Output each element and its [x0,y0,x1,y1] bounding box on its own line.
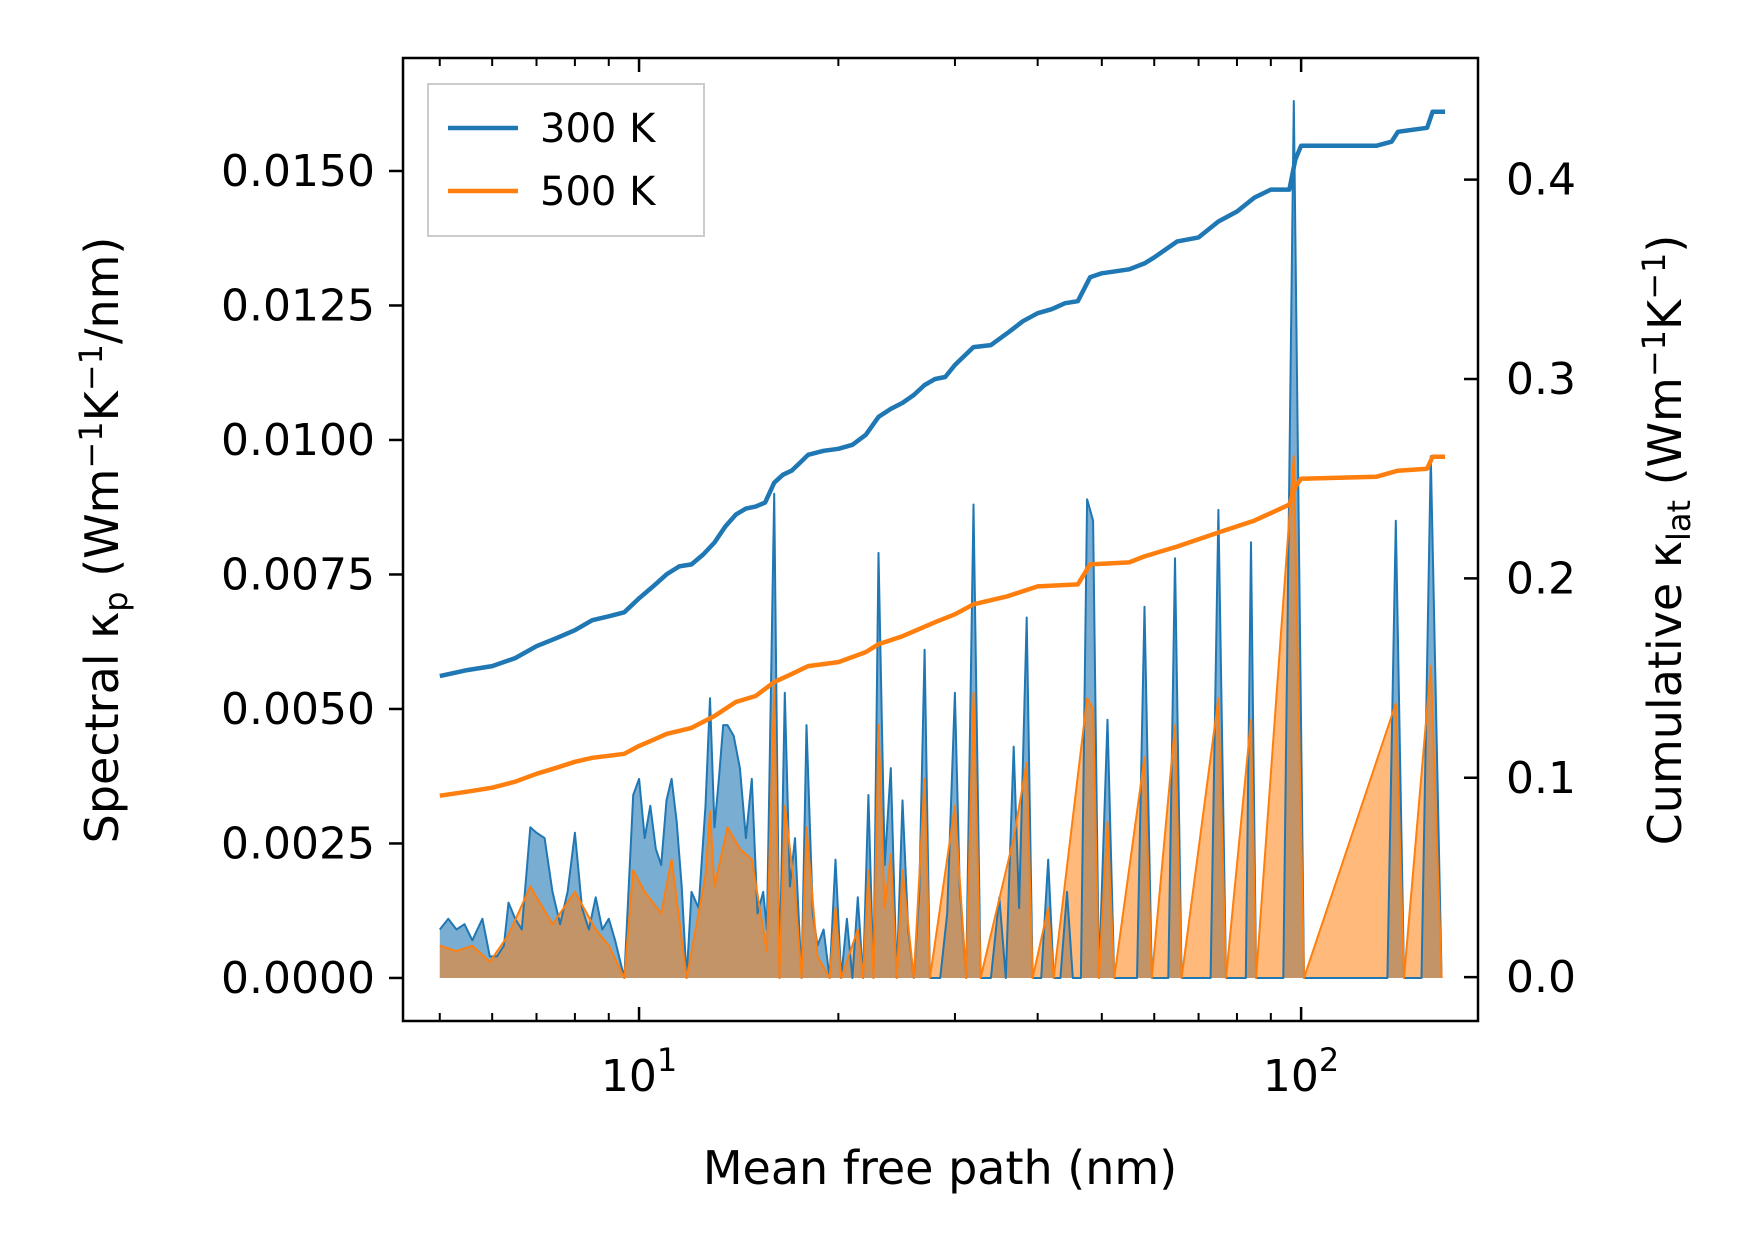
plot-frame [401,56,1480,1023]
x-tick-label: 101 [601,1041,677,1102]
y-left-axis-title: Spectral κp (Wm−1K−1/nm) [72,237,135,844]
x-tick-label: 102 [1263,1041,1339,1102]
y-left-tick-label: 0.0000 [221,953,375,1004]
y-left-tick-label: 0.0025 [221,818,375,869]
ticks-layer: 101 102 0.0000 0.0025 0.0050 0.0075 0.0100 0.01… [221,58,1576,1102]
y-right-tick-label: 0.3 [1506,354,1576,405]
y-left-tick-label: 0.0125 [221,280,375,331]
y-right-tick-label: 0.1 [1506,753,1576,804]
spectral-area-500k [439,456,1442,979]
legend-label-500k: 500 K [540,169,657,215]
y-right-tick-label: 0.4 [1506,155,1576,206]
spectral-area-300k [439,101,1442,978]
legend-label-300k: 300 K [540,106,657,152]
spectral-line-500k [439,455,1443,979]
y-right-tick-label: 0.0 [1506,952,1576,1003]
cumulative-line-300k [439,109,1446,679]
legend: 300 K 500 K [427,83,705,237]
y-left-tick-label: 0.0100 [221,415,375,466]
y-left-tick-label: 0.0150 [221,146,375,197]
plot-data-layer [439,100,1446,979]
y-left-tick-label: 0.0075 [221,549,375,600]
y-right-tick-label: 0.2 [1506,553,1576,604]
y-right-axis-title: Cumulative κlat (Wm−1K−1) [1635,235,1698,846]
x-axis-title: Mean free path (nm) [703,1141,1177,1195]
y-left-tick-label: 0.0050 [221,684,375,735]
legend-box [427,83,705,237]
cumulative-line-500k [439,454,1446,798]
